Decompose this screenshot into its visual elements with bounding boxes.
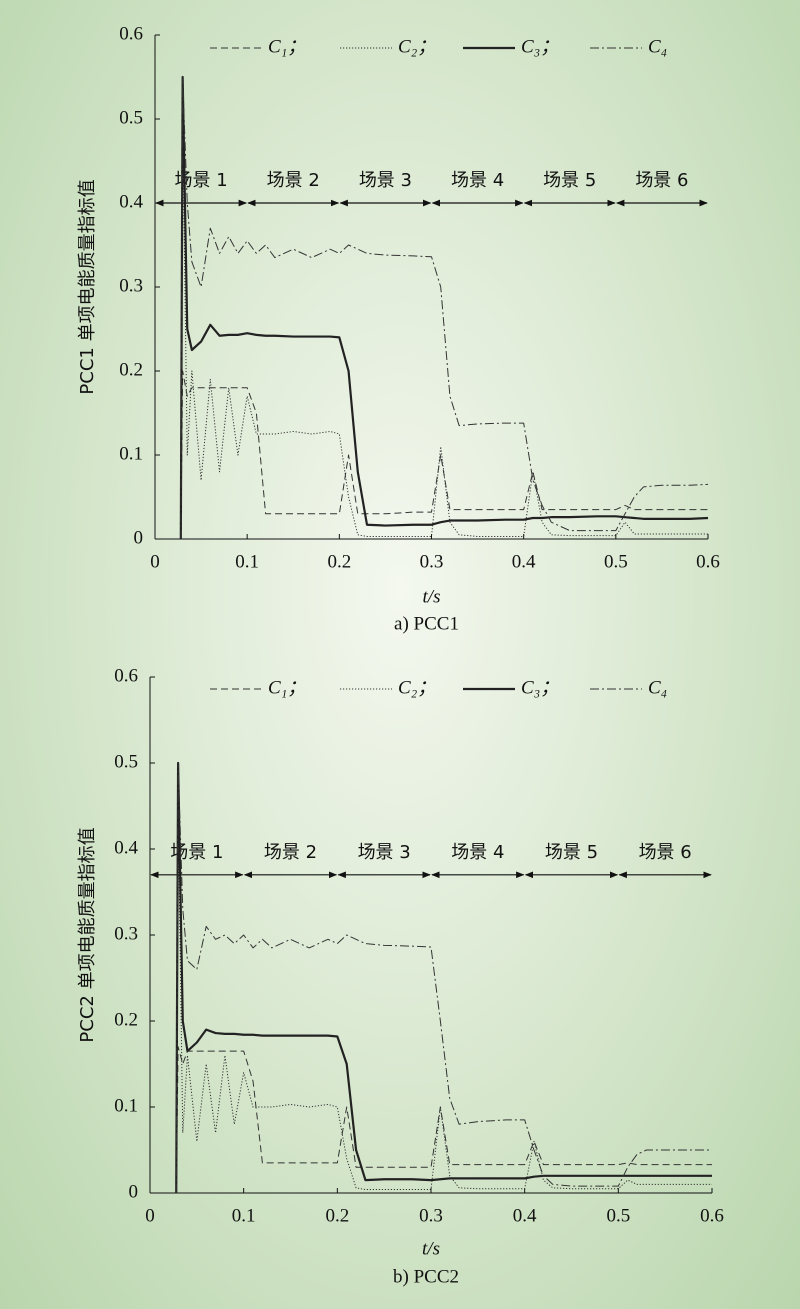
legend-label: C₂； (398, 677, 436, 698)
y-tick-label: 0.4 (114, 837, 138, 858)
legend-label: C₄ (648, 36, 667, 57)
x-tick-label: 0.6 (700, 1205, 724, 1226)
legend-label: C₃； (521, 36, 559, 57)
y-tick-label: 0.2 (119, 359, 143, 380)
scenario-label: 场景 6 (639, 842, 692, 863)
x-tick-label: 0.3 (419, 1205, 443, 1226)
y-tick-label: 0.6 (119, 23, 143, 44)
y-axis-label: PCC1 单项电能质量指标值 (77, 179, 98, 394)
y-tick-label: 0.2 (114, 1009, 138, 1030)
scenario-label: 场景 5 (545, 842, 598, 863)
y-tick-label: 0.3 (119, 275, 143, 296)
legend-label: C₁； (268, 36, 306, 57)
scenario-label: 场景 5 (543, 170, 596, 191)
y-tick-label: 0 (134, 527, 144, 548)
scenario-label: 场景 4 (451, 170, 504, 191)
x-tick-label: 0 (150, 551, 160, 572)
scenario-label: 场景 6 (635, 170, 688, 191)
y-tick-label: 0.1 (119, 443, 143, 464)
y-axis-label: PCC2 单项电能质量指标值 (77, 827, 98, 1042)
y-tick-label: 0.5 (119, 107, 143, 128)
scenario-label: 场景 1 (174, 170, 227, 191)
series-line (180, 370, 708, 540)
series-line (180, 118, 708, 540)
chart-title: a) PCC1 (394, 613, 459, 634)
scenario-label: 场景 4 (451, 842, 504, 863)
series-line (175, 762, 712, 1194)
legend-label: C₁； (268, 677, 306, 698)
series-line (175, 761, 712, 1194)
y-tick-label: 0.4 (119, 191, 143, 212)
series-line (175, 1046, 712, 1194)
series-line (179, 75, 709, 540)
y-tick-label: 0.5 (114, 751, 138, 772)
x-tick-label: 0.2 (325, 1205, 349, 1226)
scenario-label: 场景 3 (358, 842, 411, 863)
x-tick-label: 0.6 (696, 551, 720, 572)
y-tick-label: 0 (129, 1181, 139, 1202)
x-tick-label: 0.4 (513, 1205, 537, 1226)
scenario-label: 场景 3 (359, 170, 412, 191)
scenario-label: 场景 1 (170, 842, 223, 863)
y-tick-label: 0.6 (114, 665, 138, 686)
series-line (180, 76, 709, 540)
x-tick-label: 0.1 (235, 551, 259, 572)
legend-label: C₃； (521, 677, 559, 698)
x-axis-label: t/s (422, 1238, 440, 1259)
x-axis-label: t/s (423, 586, 441, 607)
y-tick-label: 0.1 (114, 1095, 138, 1116)
x-tick-label: 0.4 (512, 551, 536, 572)
y-tick-label: 0.3 (114, 923, 138, 944)
legend-label: C₂； (398, 36, 436, 57)
legend-label: C₄ (648, 677, 667, 698)
x-tick-label: 0.5 (604, 551, 628, 572)
chart-title: b) PCC2 (393, 1266, 459, 1287)
x-tick-label: 0.2 (327, 551, 351, 572)
scenario-label: 场景 2 (264, 842, 317, 863)
x-tick-label: 0.3 (420, 551, 444, 572)
x-tick-label: 0.5 (606, 1205, 630, 1226)
scenario-label: 场景 2 (267, 170, 320, 191)
x-tick-label: 0.1 (232, 1205, 256, 1226)
series-line (175, 805, 712, 1194)
x-tick-label: 0 (145, 1205, 155, 1226)
